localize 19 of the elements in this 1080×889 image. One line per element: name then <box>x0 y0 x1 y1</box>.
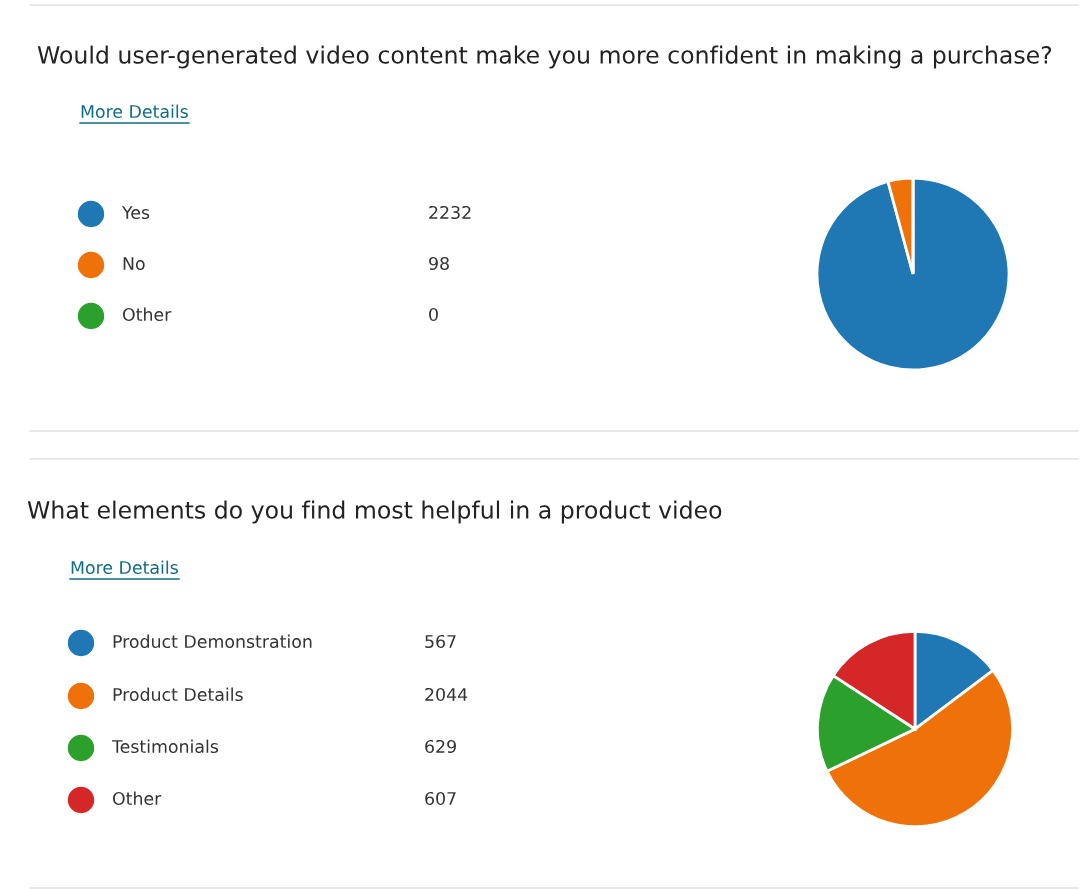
data-label: 2232 <box>429 205 471 220</box>
legend-label: Yes <box>121 206 150 220</box>
text: 0 <box>429 307 438 322</box>
text: More Details <box>71 560 178 575</box>
chart-title: Would user-generated video content make you more confident in making a purchase? <box>37 45 1052 69</box>
data-label: 98 <box>429 256 449 271</box>
chart-title: What elements do you find most helpful in a product video <box>27 500 722 524</box>
legend-label: Other <box>112 791 162 806</box>
legend-label: Product Demonstration <box>113 634 312 649</box>
data-label: 567 <box>425 634 456 649</box>
legend-label: Other <box>122 307 172 322</box>
text: More Details <box>81 104 188 119</box>
legend-label: No <box>123 257 145 271</box>
legend-label: Testimonials <box>111 739 219 754</box>
data-label: 629 <box>425 739 456 754</box>
data-label: 2044 <box>425 687 468 702</box>
data-label: 607 <box>425 791 456 806</box>
pie-slice <box>815 176 1011 372</box>
legend-label: Product Details <box>113 687 243 702</box>
